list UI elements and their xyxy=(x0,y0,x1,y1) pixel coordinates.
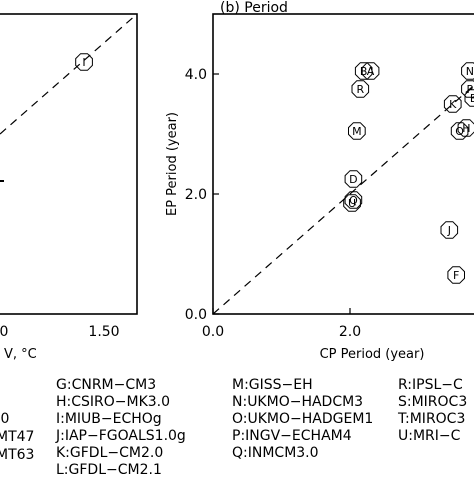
panel-a-xtick-0: 0 xyxy=(0,324,8,340)
data-point-u: U xyxy=(343,194,361,212)
point-label: K xyxy=(449,98,457,111)
point-label: B xyxy=(360,65,368,78)
legend-col0-item: MT63 xyxy=(0,447,35,463)
legend-col1-item: J:IAP−FGOALS1.0g xyxy=(56,428,186,444)
data-point-n: N xyxy=(461,62,474,80)
data-point-h: H xyxy=(457,119,474,137)
point-label: H xyxy=(462,122,470,135)
x-tick-label: 0.0 xyxy=(202,324,224,340)
legend-col0-item: MT47 xyxy=(0,429,35,445)
legend-col1-item: L:GFDL−CM2.1 xyxy=(56,462,162,478)
legend-col2-item: Q:INMCM3.0 xyxy=(232,445,319,461)
point-marker xyxy=(75,53,93,71)
data-point-b: B xyxy=(354,62,373,80)
data-point-a: A xyxy=(361,62,380,80)
point-label: A xyxy=(367,65,375,78)
point-marker xyxy=(351,80,370,98)
data-point-k: K xyxy=(443,95,462,113)
point-label: F xyxy=(453,269,459,282)
data-point-m: M xyxy=(348,122,366,140)
point-marker xyxy=(344,191,363,209)
data-point-f: F xyxy=(447,266,465,284)
point-label: E xyxy=(470,92,474,105)
point-marker xyxy=(450,122,469,140)
legend-col1-item: K:GFDL−CM2.0 xyxy=(56,445,164,461)
data-point-e: E xyxy=(464,89,474,107)
point-marker xyxy=(443,95,462,113)
data-point-o: O xyxy=(450,122,469,140)
data-point-q: Q xyxy=(344,191,363,209)
point-marker xyxy=(457,119,474,137)
point-label: J xyxy=(447,224,451,237)
point-label: U xyxy=(348,197,356,210)
point-marker xyxy=(344,170,363,188)
legend-col1-item: H:CSIRO−MK3.0 xyxy=(56,394,171,410)
legend-col3-item: U:MRI−C xyxy=(398,428,461,444)
legend-col3-item: S:MIROC3 xyxy=(398,394,468,410)
point-marker xyxy=(461,62,474,80)
point-label: Q xyxy=(349,194,358,207)
y-tick-label: 2.0 xyxy=(185,187,207,203)
data-point-r: R xyxy=(351,80,370,98)
panel-a-frame xyxy=(0,13,138,315)
data-point-d: D xyxy=(344,170,363,188)
point-marker xyxy=(464,89,474,107)
legend-col0-item: .0 xyxy=(0,411,10,427)
legend-col1-item: I:MIUB−ECHOg xyxy=(56,411,162,427)
point-marker xyxy=(348,122,366,140)
point-marker xyxy=(447,266,465,284)
panel-b-title: (b) Period xyxy=(220,0,288,16)
y-tick-label: 0.0 xyxy=(185,307,207,323)
point-marker xyxy=(361,62,380,80)
panel-b-xlabel: CP Period (year) xyxy=(320,347,425,362)
panel-b-frame xyxy=(212,13,474,315)
point-label: O xyxy=(455,125,464,138)
point-label: I xyxy=(82,56,85,69)
panel-b-diagonal xyxy=(212,84,474,315)
data-point-j: J xyxy=(440,221,459,239)
legend-col2-item: N:UKMO−HADCM3 xyxy=(232,394,364,410)
point-label: D xyxy=(349,173,357,186)
legend-col2-item: P:INGV−ECHAM4 xyxy=(232,428,352,444)
point-marker xyxy=(354,62,373,80)
point-marker xyxy=(461,80,474,98)
point-marker xyxy=(440,221,459,239)
panel-a-xlabel: V, °C xyxy=(4,347,37,362)
point-label: M xyxy=(352,125,362,138)
legend-col3-item: T:MIROC3 xyxy=(398,411,466,427)
legend-col2-item: O:UKMO−HADGEM1 xyxy=(232,411,374,427)
panel-a-point-i: I xyxy=(75,53,93,71)
legend-col1-item: G:CNRM−CM3 xyxy=(56,377,157,393)
legend-col2-item: M:GISS−EH xyxy=(232,377,313,393)
point-label: N xyxy=(466,65,474,78)
point-marker xyxy=(343,194,361,212)
y-tick-label: 4.0 xyxy=(185,67,207,83)
x-tick-label: 2.0 xyxy=(339,324,361,340)
panel-a-diagonal xyxy=(0,13,138,135)
panel-a: I 0 1.50 V, °C xyxy=(0,13,138,362)
panel-a-xtick-1: 1.50 xyxy=(88,324,119,340)
panel-b-ylabel: EP Period (year) xyxy=(165,112,180,216)
legend-col3-item: R:IPSL−C xyxy=(398,377,463,393)
point-label: R xyxy=(356,83,364,96)
